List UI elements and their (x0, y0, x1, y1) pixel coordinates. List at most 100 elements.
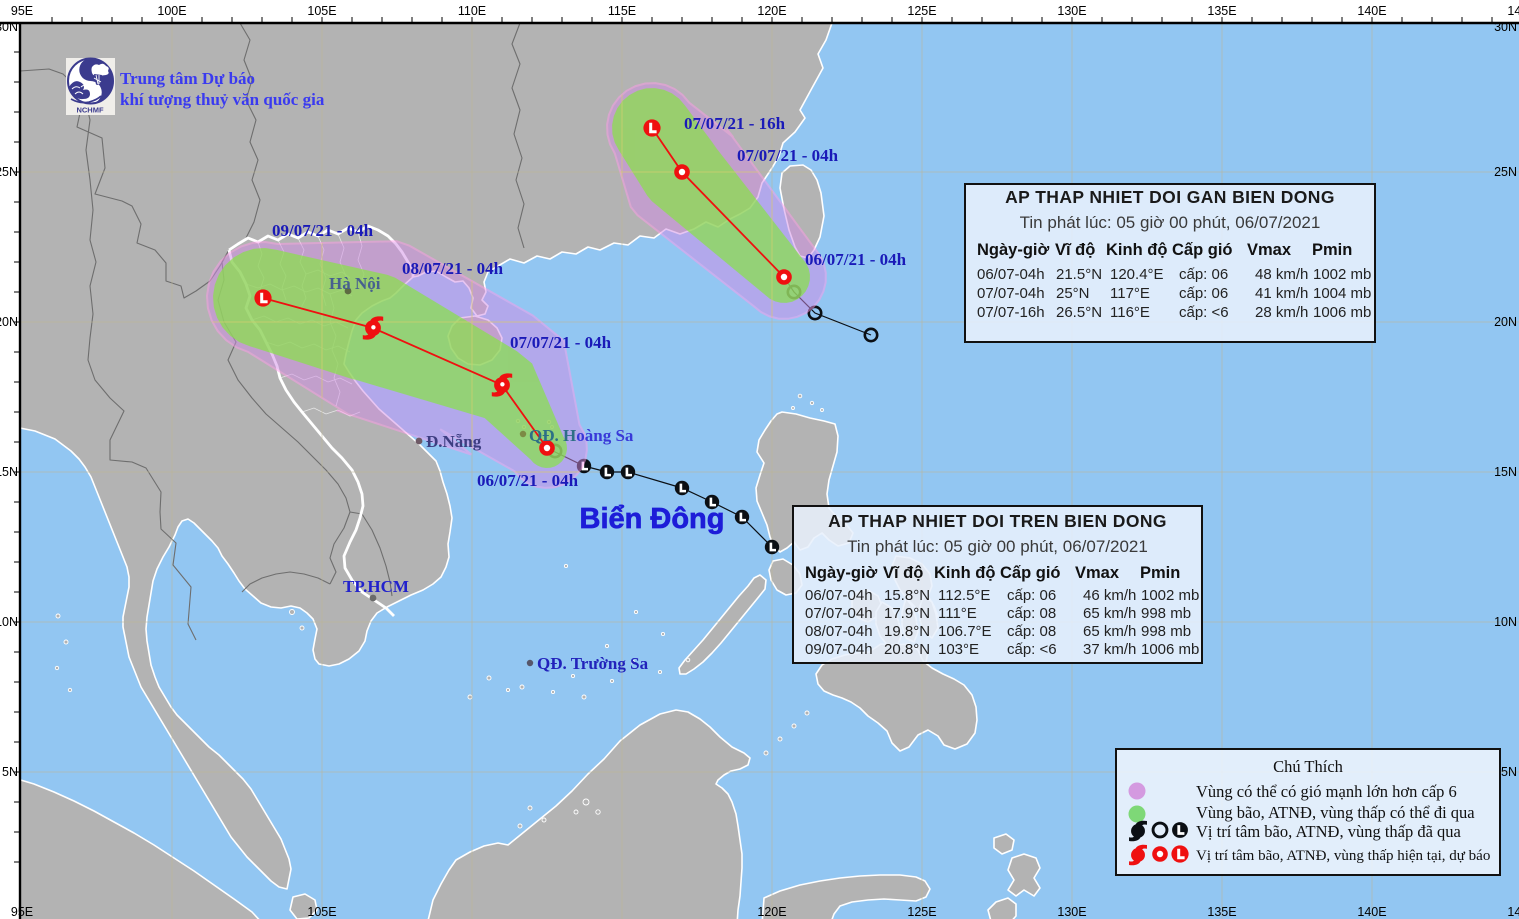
svg-text:07/07/21 - 04h: 07/07/21 - 04h (510, 333, 612, 352)
svg-text:cấp: 08: cấp: 08 (1007, 605, 1056, 622)
svg-text:145E: 145E (1507, 4, 1519, 18)
svg-text:08/07-04h: 08/07-04h (805, 623, 873, 640)
svg-text:30N: 30N (0, 20, 18, 34)
svg-text:25N: 25N (1494, 165, 1517, 179)
svg-text:cấp: 06: cấp: 06 (1179, 285, 1228, 302)
svg-text:110E: 110E (458, 4, 486, 18)
svg-text:116°E: 116°E (1110, 304, 1150, 321)
svg-text:65 km/h: 65 km/h (1083, 623, 1136, 640)
svg-text:TP.HCM: TP.HCM (343, 577, 409, 596)
svg-text:cấp: 08: cấp: 08 (1007, 623, 1056, 640)
svg-text:41 km/h: 41 km/h (1255, 285, 1308, 302)
svg-text:48 km/h: 48 km/h (1255, 266, 1308, 283)
svg-text:Kinh độ: Kinh độ (934, 564, 995, 582)
svg-text:103°E: 103°E (938, 641, 979, 658)
svg-text:Trung tâm Dự báo: Trung tâm Dự báo (120, 69, 255, 88)
svg-text:135E: 135E (1207, 905, 1236, 919)
svg-text:140E: 140E (1357, 905, 1386, 919)
svg-text:5N: 5N (1501, 765, 1517, 779)
svg-text:cấp: 06: cấp: 06 (1007, 587, 1056, 604)
svg-text:1006 mb: 1006 mb (1141, 641, 1199, 658)
svg-text:Vị trí tâm bão, ATNĐ, vùng thấ: Vị trí tâm bão, ATNĐ, vùng thấp hiện tại… (1196, 848, 1490, 864)
svg-text:95E: 95E (11, 905, 33, 919)
svg-text:07/07-16h: 07/07-16h (977, 304, 1045, 321)
svg-text:Chú Thích: Chú Thích (1273, 757, 1344, 776)
svg-text:28 km/h: 28 km/h (1255, 304, 1308, 321)
svg-text:10N: 10N (0, 615, 18, 629)
svg-text:130E: 130E (1057, 4, 1086, 18)
svg-text:135E: 135E (1207, 4, 1236, 18)
svg-text:08/07/21 - 04h: 08/07/21 - 04h (402, 259, 504, 278)
svg-text:10N: 10N (1494, 615, 1517, 629)
svg-text:Biển Đông: Biển Đông (580, 503, 725, 535)
svg-text:998 mb: 998 mb (1141, 623, 1191, 640)
svg-text:AP THAP NHIET DOI GAN BIEN DON: AP THAP NHIET DOI GAN BIEN DONG (1005, 187, 1335, 207)
svg-text:07/07-04h: 07/07-04h (805, 605, 873, 622)
svg-text:cấp: <6: cấp: <6 (1007, 641, 1057, 658)
svg-text:khí tượng thuỷ văn quốc gia: khí tượng thuỷ văn quốc gia (120, 90, 325, 109)
svg-text:105E: 105E (307, 905, 336, 919)
svg-text:QĐ. Trường Sa: QĐ. Trường Sa (537, 654, 649, 673)
svg-text:20N: 20N (1494, 315, 1517, 329)
svg-text:25°N: 25°N (1056, 285, 1090, 302)
svg-text:17.9°N: 17.9°N (884, 605, 930, 622)
svg-text:117°E: 117°E (1110, 285, 1150, 302)
svg-text:46 km/h: 46 km/h (1083, 587, 1136, 604)
svg-text:998 mb: 998 mb (1141, 605, 1191, 622)
svg-text:QĐ. Hoàng Sa: QĐ. Hoàng Sa (529, 426, 634, 445)
svg-text:06/07-04h: 06/07-04h (977, 266, 1045, 283)
svg-text:NCHMF: NCHMF (76, 106, 103, 115)
svg-text:Vĩ độ: Vĩ độ (883, 564, 923, 582)
svg-text:25N: 25N (0, 165, 18, 179)
svg-text:Pmin: Pmin (1140, 564, 1180, 582)
svg-text:37 km/h: 37 km/h (1083, 641, 1136, 658)
svg-text:Hà Nội: Hà Nội (329, 274, 381, 293)
svg-text:Đ.Nẵng: Đ.Nẵng (426, 432, 482, 451)
svg-text:120.4°E: 120.4°E (1110, 266, 1164, 283)
svg-text:15N: 15N (0, 465, 18, 479)
svg-text:07/07-04h: 07/07-04h (977, 285, 1045, 302)
svg-text:140E: 140E (1357, 4, 1386, 18)
svg-text:Ngày-giờ: Ngày-giờ (805, 564, 878, 582)
svg-text:125E: 125E (907, 905, 936, 919)
svg-text:21.5°N: 21.5°N (1056, 266, 1102, 283)
svg-text:Cấp gió: Cấp gió (1172, 241, 1233, 259)
svg-text:120E: 120E (757, 4, 786, 18)
svg-text:Cấp gió: Cấp gió (1000, 564, 1061, 582)
svg-text:09/07/21 - 04h: 09/07/21 - 04h (272, 221, 374, 240)
svg-text:125E: 125E (907, 4, 936, 18)
svg-text:115E: 115E (608, 4, 636, 18)
svg-text:Vị trí tâm bão, ATNĐ, vùng thấ: Vị trí tâm bão, ATNĐ, vùng thấp đã qua (1196, 822, 1462, 841)
svg-text:Tin phát lúc: 05 giờ 00 phút,: Tin phát lúc: 05 giờ 00 phút, 06/07/2021 (847, 537, 1148, 556)
svg-text:09/07-04h: 09/07-04h (805, 641, 873, 658)
svg-text:1002 mb: 1002 mb (1141, 587, 1199, 604)
svg-text:145E: 145E (1507, 905, 1519, 919)
svg-text:Vùng có thể có gió mạnh lớn hơ: Vùng có thể có gió mạnh lớn hơn cấp 6 (1196, 782, 1457, 801)
svg-text:AP THAP NHIET DOI TREN BIEN DO: AP THAP NHIET DOI TREN BIEN DONG (828, 511, 1167, 531)
svg-text:105E: 105E (307, 4, 336, 18)
svg-text:106.7°E: 106.7°E (938, 623, 992, 640)
svg-text:06/07-04h: 06/07-04h (805, 587, 873, 604)
svg-text:Pmin: Pmin (1312, 241, 1352, 259)
svg-text:Vmax: Vmax (1075, 564, 1120, 582)
svg-text:1004 mb: 1004 mb (1313, 285, 1371, 302)
svg-text:5N: 5N (2, 765, 18, 779)
svg-text:06/07/21 - 04h: 06/07/21 - 04h (477, 471, 579, 490)
svg-text:cấp: <6: cấp: <6 (1179, 304, 1229, 321)
svg-text:Kinh độ: Kinh độ (1106, 241, 1167, 259)
svg-text:26.5°N: 26.5°N (1056, 304, 1102, 321)
svg-text:20N: 20N (0, 315, 18, 329)
svg-text:Vùng bão, ATNĐ, vùng thấp có t: Vùng bão, ATNĐ, vùng thấp có thể đi qua (1196, 803, 1475, 822)
svg-text:1006 mb: 1006 mb (1313, 304, 1371, 321)
svg-text:95E: 95E (11, 4, 33, 18)
svg-text:130E: 130E (1057, 905, 1086, 919)
svg-text:15N: 15N (1494, 465, 1517, 479)
svg-text:07/07/21 - 16h: 07/07/21 - 16h (684, 114, 786, 133)
svg-text:30N: 30N (1494, 20, 1517, 34)
svg-text:Ngày-giờ: Ngày-giờ (977, 241, 1050, 259)
svg-text:Tin phát lúc: 05 giờ 00 phút,: Tin phát lúc: 05 giờ 00 phút, 06/07/2021 (1020, 213, 1321, 232)
svg-text:111°E: 111°E (938, 605, 977, 622)
svg-text:120E: 120E (757, 905, 786, 919)
svg-text:65 km/h: 65 km/h (1083, 605, 1136, 622)
svg-text:06/07/21 - 04h: 06/07/21 - 04h (805, 250, 907, 269)
